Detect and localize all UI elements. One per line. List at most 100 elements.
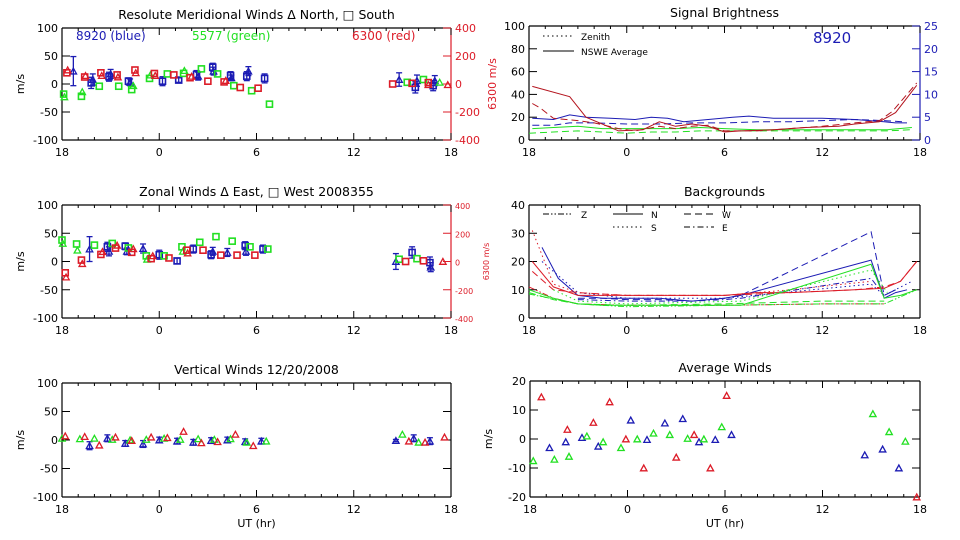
data-point — [394, 75, 404, 83]
data-point — [131, 68, 141, 77]
series-8920 — [85, 235, 436, 273]
x-tick-label: 18 — [55, 324, 69, 337]
y2-tick-label: -200 — [455, 106, 480, 119]
data-point — [80, 432, 89, 441]
series-line — [528, 129, 912, 134]
data-point — [564, 452, 574, 460]
series-5577-s — [553, 269, 888, 305]
data-point — [199, 246, 207, 254]
y-tick-label: 100 — [37, 377, 58, 390]
data-point — [104, 246, 114, 255]
series-5577 — [528, 409, 910, 465]
x-tick-label: 18 — [522, 324, 536, 337]
data-point — [424, 80, 433, 89]
data-point — [163, 433, 172, 442]
data-point — [593, 441, 603, 450]
x-tick-label: 18 — [913, 146, 927, 159]
y-tick-label: -100 — [33, 134, 58, 147]
y2-tick-label: 400 — [455, 202, 470, 211]
series-6300 — [60, 427, 449, 450]
x-tick-label: 18 — [523, 503, 537, 516]
data-point — [642, 435, 652, 444]
data-point — [77, 259, 87, 268]
data-point — [228, 237, 236, 245]
y-tick-label: 80 — [511, 43, 525, 56]
x-axis-label: UT (hr) — [237, 517, 275, 530]
data-point — [204, 77, 212, 85]
data-point — [59, 90, 68, 98]
data-point — [95, 82, 104, 91]
chart-vertical: Vertical Winds 12/20/2008 18 0 6 12 18 100 50 0 -… — [14, 362, 458, 530]
data-point — [717, 422, 727, 431]
data-point — [589, 418, 598, 426]
data-point — [113, 71, 121, 79]
y-tick-label: 100 — [504, 20, 525, 33]
data-point — [69, 66, 78, 75]
data-point — [264, 245, 272, 253]
data-point — [60, 431, 70, 440]
x-tick-label: 18 — [55, 503, 69, 516]
data-point — [419, 256, 428, 265]
data-point — [125, 77, 135, 86]
data-point — [616, 443, 626, 452]
data-point — [217, 251, 225, 259]
y2-tick-label: 400 — [455, 22, 476, 35]
series-line — [528, 263, 917, 306]
data-point — [94, 440, 104, 449]
data-point — [81, 71, 90, 80]
data-point — [388, 80, 397, 88]
data-point — [671, 452, 681, 461]
x-tick-label: 18 — [913, 324, 927, 337]
x-tick-label: 12 — [815, 324, 829, 337]
y-tick-label: -100 — [33, 491, 58, 504]
series-5577-n — [528, 263, 917, 306]
series-5577 — [59, 65, 444, 108]
data-point — [246, 243, 254, 251]
data-point — [247, 86, 256, 95]
data-point — [73, 245, 82, 254]
data-point — [148, 251, 158, 260]
data-point — [901, 436, 910, 445]
data-point — [577, 433, 587, 441]
y-tick-label: 0 — [518, 134, 525, 147]
chart-title: Signal Brightness — [670, 5, 779, 20]
y-tick-label: 60 — [511, 66, 525, 79]
data-point — [912, 492, 922, 501]
x-tick-label: 18 — [444, 503, 458, 516]
data-point — [183, 246, 191, 254]
data-point — [197, 438, 206, 447]
y-tick-label: 10 — [511, 284, 525, 297]
series-8920 — [545, 414, 904, 472]
data-point — [114, 82, 123, 91]
y2-tick-label: 0 — [455, 259, 460, 268]
data-point — [90, 433, 99, 442]
data-point — [106, 69, 115, 78]
y-tick-label: 0 — [519, 433, 526, 446]
legend-label: W — [722, 211, 731, 221]
series-5577-z — [528, 289, 917, 308]
data-point — [414, 437, 423, 446]
data-point — [261, 436, 271, 445]
series-5577-nswe — [532, 125, 912, 131]
series-line — [541, 261, 913, 299]
data-point — [678, 414, 688, 423]
y-tick-label: -50 — [40, 284, 58, 297]
y-tick-label: 20 — [512, 375, 526, 388]
data-point — [545, 443, 554, 452]
data-point — [230, 81, 238, 90]
data-point — [97, 71, 107, 80]
data-point — [254, 84, 262, 92]
data-point — [213, 70, 222, 78]
x-tick-label: 0 — [623, 146, 630, 159]
data-point — [878, 444, 887, 453]
data-point — [58, 239, 68, 247]
data-point — [660, 418, 670, 427]
y-axis-label: m/s — [482, 429, 495, 449]
data-point — [722, 391, 731, 399]
x-tick-label: 18 — [444, 324, 458, 337]
annotation-green: 5577 (green) — [192, 29, 270, 43]
y2-tick-label: 200 — [455, 50, 476, 63]
series-line — [528, 289, 917, 308]
y-tick-label: 40 — [511, 199, 525, 212]
x-tick-label: 0 — [623, 324, 630, 337]
